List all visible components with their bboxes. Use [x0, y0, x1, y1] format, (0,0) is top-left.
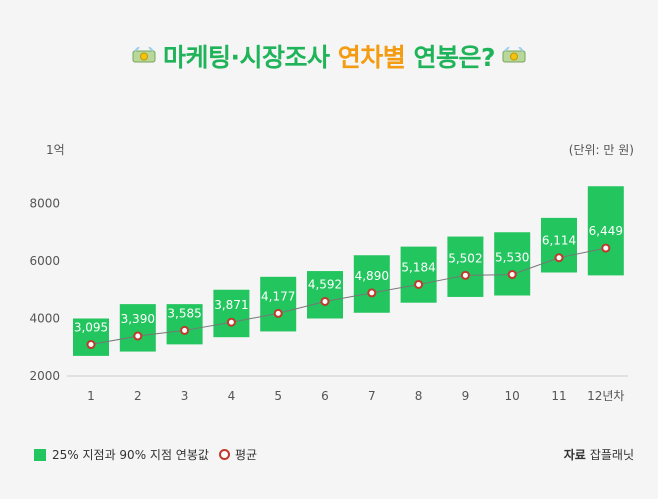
- average-marker: [460, 270, 470, 280]
- average-value-label: 3,095: [74, 321, 108, 335]
- average-marker: [273, 308, 283, 318]
- x-tick-label: 2: [134, 389, 142, 403]
- legend-range-swatch: [34, 448, 46, 461]
- average-value-label: 3,390: [121, 312, 155, 326]
- money-bag-icon: [502, 47, 526, 63]
- y-top-label: 1억: [46, 143, 65, 157]
- legend-range-label: 25% 지점과 90% 지점 연봉값: [52, 448, 209, 462]
- range-bar: [353, 255, 390, 313]
- average-value-label: 5,502: [448, 251, 482, 265]
- range-bar: [119, 304, 156, 352]
- average-value-label: 5,530: [495, 251, 529, 265]
- unit-label: (단위: 만 원): [569, 143, 634, 157]
- x-tick-label: 7: [368, 389, 376, 403]
- range-bar: [400, 246, 437, 303]
- average-marker: [554, 253, 564, 263]
- average-value-label: 5,184: [401, 260, 435, 274]
- y-tick-label: 4000: [29, 312, 60, 326]
- range-bar: [447, 236, 484, 297]
- chart-title: 마케팅·시장조사 연차별 연봉은?: [0, 38, 658, 74]
- average-marker: [86, 340, 96, 350]
- average-marker: [226, 317, 236, 327]
- legend-avg-marker: [218, 449, 230, 460]
- average-marker: [414, 279, 424, 289]
- title-part3: 연봉은?: [413, 43, 495, 72]
- x-tick-label: 1: [87, 389, 95, 403]
- range-bar: [494, 232, 531, 296]
- x-tick-label: 12년차: [587, 389, 624, 403]
- range-bar: [541, 217, 577, 273]
- money-bag-icon: [132, 47, 156, 63]
- legend-avg-label: 평균: [234, 448, 258, 462]
- x-tick-label: 11: [551, 389, 566, 403]
- x-tick-label: 10: [505, 389, 520, 403]
- x-tick-label: 3: [181, 389, 189, 403]
- source-label: 자료: [563, 448, 586, 462]
- y-tick-label: 6000: [29, 254, 60, 268]
- range-bar: [166, 304, 203, 345]
- average-marker: [180, 325, 190, 335]
- source-name: 잡플래닛: [589, 448, 634, 462]
- average-value-label: 4,592: [308, 277, 342, 291]
- average-marker: [601, 243, 611, 253]
- source: 자료 잡플래닛: [564, 446, 634, 463]
- title-part2: 연차별: [337, 43, 406, 72]
- average-marker: [367, 288, 377, 298]
- average-marker: [133, 331, 143, 341]
- average-value-label: 3,585: [167, 306, 201, 320]
- average-marker: [507, 270, 517, 280]
- average-marker: [320, 296, 330, 306]
- x-tick-label: 9: [462, 389, 470, 403]
- average-value-label: 6,449: [589, 224, 623, 238]
- x-tick-label: 4: [228, 389, 236, 403]
- range-bar: [587, 186, 624, 276]
- legend: 25% 지점과 90% 지점 연봉값 평균: [34, 446, 257, 463]
- average-value-label: 4,177: [261, 289, 295, 303]
- range-bar: [307, 271, 343, 319]
- title-part1: 마케팅·시장조사: [163, 43, 330, 72]
- y-tick-label: 8000: [29, 197, 60, 211]
- average-value-label: 6,114: [542, 234, 576, 248]
- range-bar: [260, 276, 297, 332]
- x-tick-label: 8: [415, 389, 423, 403]
- average-value-label: 3,871: [214, 298, 248, 312]
- x-tick-label: 6: [321, 389, 329, 403]
- average-value-label: 4,890: [355, 269, 389, 283]
- range-bar: [73, 318, 109, 356]
- x-tick-label: 5: [274, 389, 282, 403]
- y-tick-label: 2000: [29, 369, 60, 383]
- range-bar: [213, 289, 250, 338]
- average-line: [90, 247, 606, 346]
